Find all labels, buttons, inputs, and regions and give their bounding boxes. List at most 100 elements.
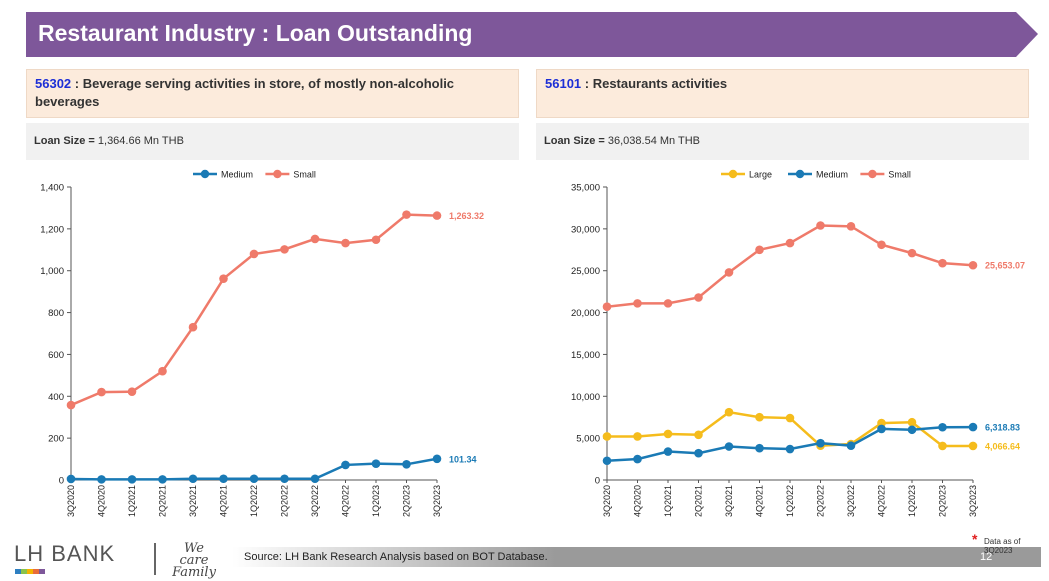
data-point-large [724, 407, 734, 417]
legend-label: Large [749, 170, 772, 180]
end-value-label-small: 25,653.07 [985, 261, 1025, 271]
sector-box-left: 56302 : Beverage serving activities in s… [26, 69, 519, 118]
data-point-small [219, 274, 228, 283]
y-tick-label: 5,000 [576, 434, 600, 445]
chart-svg: 0 200 400 600 800 1,000 1,200 1,400 3Q2020 4Q2020… [40, 170, 484, 518]
data-note-marker: * [972, 531, 978, 547]
bank-logo: LH BANK [14, 541, 116, 566]
data-point-medium [66, 474, 76, 484]
x-tick-label: 2Q2021 [158, 485, 168, 517]
y-tick-label: 1,400 [40, 183, 64, 194]
legend-entry-small: Small [860, 170, 911, 180]
data-point-medium [158, 475, 167, 484]
loan-size-value-left: 1,364.66 Mn THB [97, 135, 184, 147]
data-point-small [785, 238, 795, 248]
x-tick-label: 4Q2021 [219, 485, 229, 517]
y-tick-label: 15,000 [571, 350, 600, 361]
data-point-small [188, 322, 198, 332]
data-point-medium [877, 424, 886, 434]
tagline-line-3: Family [172, 565, 216, 580]
y-tick-label: 0 [595, 476, 600, 487]
series-line-small [70, 213, 438, 407]
data-point-small [402, 210, 411, 219]
tagline-line-2: care [179, 553, 209, 568]
data-point-large [633, 432, 642, 441]
x-tick-label: 3Q2023 [968, 485, 978, 517]
loan-size-box-left: Loan Size = 1,364.66 Mn THB [26, 123, 519, 160]
legend-swatch-marker [273, 169, 282, 179]
x-tick-label: 2Q2023 [402, 485, 412, 517]
y-tick-label: 400 [48, 392, 64, 403]
data-point-large [755, 412, 764, 422]
data-as-of-note: Data as of 3Q2023 [984, 537, 1021, 555]
data-point-small [371, 235, 381, 245]
sector-code-left: 56302 [35, 76, 72, 91]
end-value-label-medium: 101.34 [449, 454, 477, 464]
data-point-small [432, 211, 442, 220]
data-point-small [694, 293, 703, 302]
legend-swatch-marker [868, 169, 877, 179]
data-point-medium [219, 474, 228, 484]
data-point-medium [846, 441, 856, 450]
legend-label: Medium [816, 170, 848, 180]
y-tick-label: 35,000 [571, 183, 600, 194]
logo-separator [154, 543, 156, 575]
data-point-small [158, 366, 167, 376]
y-tick-label: 600 [48, 350, 64, 361]
x-tick-label: 4Q2022 [341, 485, 351, 517]
data-point-medium [602, 456, 612, 466]
x-tick-label: 1Q2021 [127, 485, 137, 517]
data-point-medium [402, 460, 411, 469]
tagline-line-1: We [184, 541, 204, 556]
data-point-small [907, 248, 917, 258]
x-tick-label: 1Q2023 [371, 485, 381, 517]
data-point-medium [341, 460, 350, 470]
chart-svg: 0 5,000 10,000 15,000 20,000 25,000 30,000 35,0… [571, 170, 1025, 518]
sector-label-left: : Beverage serving activities in store, … [35, 76, 455, 109]
loan-size-box-right: Loan Size = 36,038.54 Mn THB [536, 123, 1029, 160]
page-number: 12 [980, 551, 993, 563]
x-tick-label: 3Q2020 [66, 485, 76, 517]
data-point-large [938, 441, 947, 451]
data-point-small [968, 260, 978, 270]
x-tick-label: 1Q2022 [785, 485, 795, 517]
sector-box-right: 56101 : Restaurants activities [536, 69, 1029, 118]
series-line-small [606, 224, 974, 308]
data-point-medium [188, 474, 198, 484]
end-value-label-large: 4,066.64 [985, 441, 1020, 451]
loan-size-label-right: Loan Size = [544, 135, 608, 147]
tagline-logo: We care Family [170, 541, 218, 580]
x-tick-label: 3Q2021 [724, 485, 734, 517]
data-point-medium [816, 438, 825, 448]
logo-color-bars [15, 569, 45, 574]
data-point-large [694, 430, 703, 440]
y-tick-label: 200 [48, 434, 64, 445]
data-point-medium [633, 454, 642, 464]
y-tick-label: 30,000 [571, 224, 600, 235]
x-tick-label: 4Q2020 [633, 485, 643, 517]
data-point-small [249, 249, 259, 259]
data-point-large [663, 429, 673, 439]
title-banner-shape [26, 12, 1038, 57]
end-value-label-medium: 6,318.83 [985, 423, 1020, 433]
data-point-medium [310, 474, 320, 484]
x-tick-label: 2Q2022 [816, 485, 826, 517]
data-point-small [97, 387, 106, 397]
data-point-medium [249, 474, 259, 484]
legend-entry-small: Small [265, 170, 316, 180]
data-point-large [785, 413, 795, 423]
y-tick-label: 0 [59, 476, 64, 487]
legend-entry-large: Large [721, 170, 772, 180]
data-point-small [633, 299, 642, 308]
legend-label: Small [888, 170, 911, 180]
data-point-small [341, 238, 350, 248]
y-tick-label: 1,000 [40, 266, 64, 277]
data-point-small [846, 222, 856, 231]
data-point-medium [694, 448, 703, 458]
source-note: Source: LH Bank Research Analysis based … [244, 551, 548, 563]
data-point-small [724, 268, 734, 277]
data-point-medium [724, 442, 734, 451]
page-title: Restaurant Industry : Loan Outstanding [38, 20, 473, 46]
data-point-small [280, 245, 289, 254]
data-point-medium [127, 475, 137, 484]
